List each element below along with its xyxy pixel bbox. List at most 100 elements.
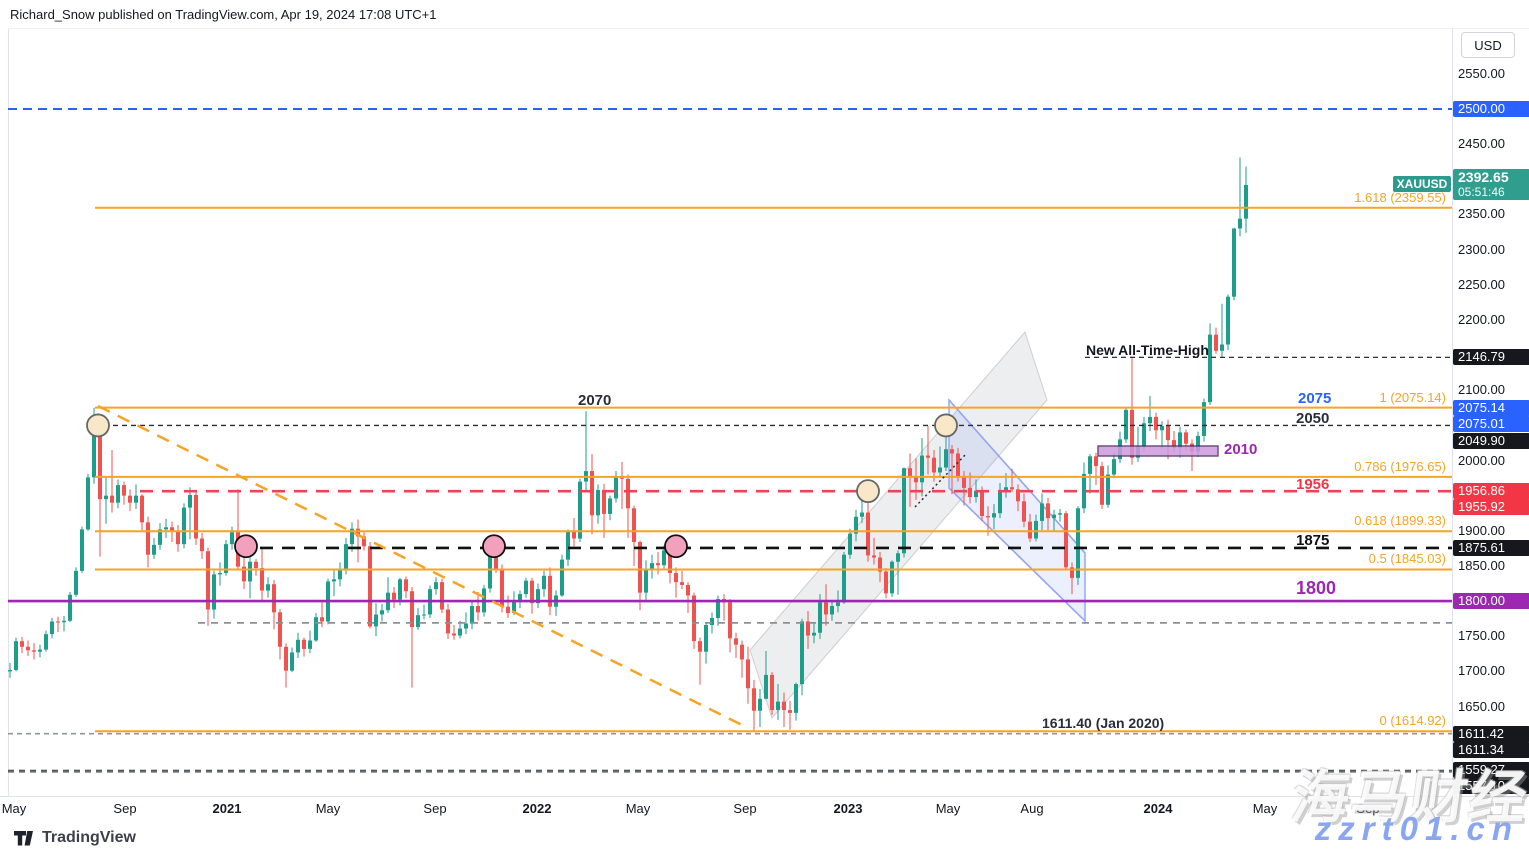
candle-down	[98, 435, 102, 500]
candle-down	[1010, 487, 1014, 490]
candle-down	[1070, 567, 1074, 578]
candle-up	[158, 529, 162, 545]
candle-up	[1088, 456, 1092, 474]
candle-down	[404, 579, 408, 592]
candle-down	[362, 536, 366, 547]
price-level-label: 1611.34	[1453, 741, 1529, 758]
candle-down	[506, 606, 510, 614]
candle-down	[638, 542, 642, 593]
price-level-label: 2049.90	[1453, 433, 1529, 450]
fib-level-label: 1 (2075.14)	[1379, 389, 1447, 405]
candle-down	[602, 490, 606, 514]
candle-up	[1208, 334, 1212, 403]
candle-down	[680, 582, 684, 585]
candle-up	[1124, 409, 1128, 440]
candle-up	[974, 490, 978, 498]
candle-down	[242, 566, 246, 582]
candle-down	[590, 471, 594, 516]
price-tick: 2250.00	[1458, 276, 1505, 292]
candle-down	[692, 595, 696, 642]
chart-annotation: 1611.40 (Jan 2020)	[1042, 715, 1165, 731]
candle-down	[962, 476, 966, 488]
candle-up	[830, 606, 834, 615]
candle-up	[338, 570, 342, 580]
candle-up	[1052, 514, 1056, 519]
candle-up	[710, 617, 714, 626]
touch-marker-circle	[856, 479, 880, 504]
candle-up	[566, 531, 570, 560]
candle-down	[734, 638, 738, 645]
candle-up	[1076, 508, 1080, 578]
candle-down	[950, 449, 954, 454]
price-chart[interactable]	[0, 0, 1529, 796]
candle-down	[1172, 440, 1176, 448]
candle-up	[854, 516, 858, 534]
candle-down	[866, 512, 870, 556]
candle-down	[626, 478, 630, 509]
candle-down	[302, 639, 306, 649]
candle-down	[932, 457, 936, 473]
time-tick: 2024	[1143, 801, 1173, 816]
candle-up	[350, 528, 354, 545]
price-tick: 2350.00	[1458, 206, 1505, 222]
price-level-label: 2146.79	[1453, 349, 1529, 366]
candle-down	[686, 584, 690, 596]
time-axis-separator	[0, 796, 1529, 797]
time-tick: Sep	[423, 801, 447, 816]
symbol-tag: XAUUSD	[1393, 176, 1451, 193]
candle-up	[560, 559, 564, 596]
chart-annotation: 1800	[1296, 578, 1337, 598]
candle-up	[44, 634, 48, 650]
candle-down	[1100, 466, 1104, 505]
candle-up	[470, 606, 474, 624]
candle-down	[674, 572, 678, 583]
candle-up	[902, 468, 906, 554]
currency-mode-button[interactable]: USD	[1461, 32, 1515, 58]
candle-up	[1112, 459, 1116, 475]
candle-down	[968, 487, 972, 498]
candle-up	[74, 570, 78, 595]
candle-up	[920, 455, 924, 483]
time-tick: May	[935, 801, 961, 816]
chart-annotation: 2075	[1298, 390, 1332, 407]
fib-level-label: 1.618 (2359.55)	[1354, 189, 1446, 205]
channel-edge	[948, 487, 1086, 622]
chart-annotation: 1875	[1296, 532, 1330, 549]
candle-down	[476, 606, 480, 613]
candle-down	[272, 584, 276, 613]
fib-level-label: 0.786 (1976.65)	[1354, 458, 1446, 474]
plot-left-border	[8, 28, 9, 796]
candle-up	[1040, 503, 1044, 521]
price-level-label: 2075.14	[1453, 399, 1529, 416]
price-level-label: 1875.61	[1453, 539, 1529, 556]
candle-up	[836, 602, 840, 607]
candle-down	[986, 516, 990, 518]
time-tick: May	[625, 801, 651, 816]
candle-up	[1004, 487, 1008, 493]
candle-up	[416, 615, 420, 628]
candle-up	[1238, 218, 1242, 229]
candle-down	[530, 580, 534, 604]
candle-down	[110, 495, 114, 503]
candle-down	[1184, 432, 1188, 444]
candle-up	[434, 582, 438, 590]
price-level-label: 1956.86	[1453, 482, 1529, 499]
price-tick: 1850.00	[1458, 557, 1505, 573]
candle-up	[662, 550, 666, 566]
candle-up	[1244, 184, 1248, 219]
candle-down	[206, 551, 210, 610]
candle-down	[914, 475, 918, 483]
last-price-label: 2392.65 05:51:46	[1453, 169, 1529, 201]
candle-down	[1094, 456, 1098, 467]
chart-annotation: New All-Time-High	[1086, 342, 1209, 358]
tradingview-logo[interactable]: TradingView	[14, 829, 136, 847]
candle-up	[1226, 296, 1230, 345]
candle-up	[464, 623, 468, 629]
candle-down	[140, 495, 144, 523]
candle-up	[512, 601, 516, 614]
candle-down	[782, 701, 786, 711]
candle-down	[728, 602, 732, 639]
candle-up	[38, 649, 42, 652]
candle-up	[458, 628, 462, 636]
time-tick: Sep	[1356, 801, 1380, 816]
